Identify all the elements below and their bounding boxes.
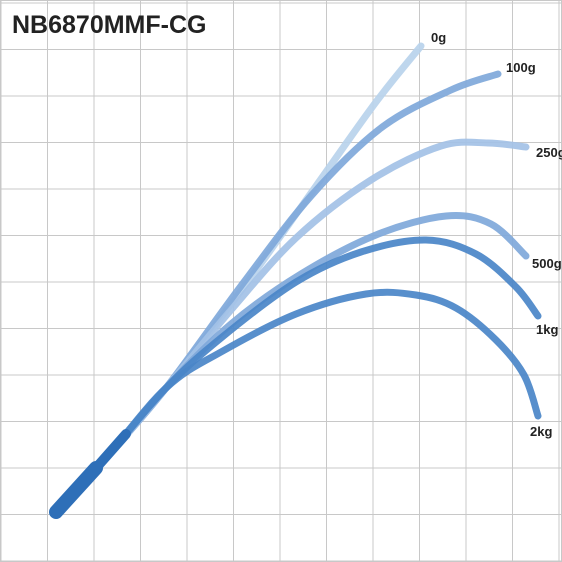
series-line-2kg bbox=[52, 288, 542, 516]
series-label-1kg: 1kg bbox=[536, 322, 558, 337]
series-label-500g: 500g bbox=[532, 256, 562, 271]
series-labels: 0g 100g 250g 500g 1kg 2kg bbox=[431, 30, 562, 439]
series-label-2kg: 2kg bbox=[530, 424, 552, 439]
rod-butt-section bbox=[49, 461, 103, 519]
chart-title: NB6870MMF-CG bbox=[12, 11, 206, 39]
series-label-100g: 100g bbox=[506, 60, 536, 75]
rod-butt bbox=[49, 429, 131, 519]
rod-lower-section bbox=[91, 429, 131, 473]
series-label-0g: 0g bbox=[431, 30, 446, 45]
series-line-0g bbox=[52, 42, 425, 516]
series-label-250g: 250g bbox=[536, 145, 562, 160]
series-line-250g bbox=[52, 138, 530, 516]
